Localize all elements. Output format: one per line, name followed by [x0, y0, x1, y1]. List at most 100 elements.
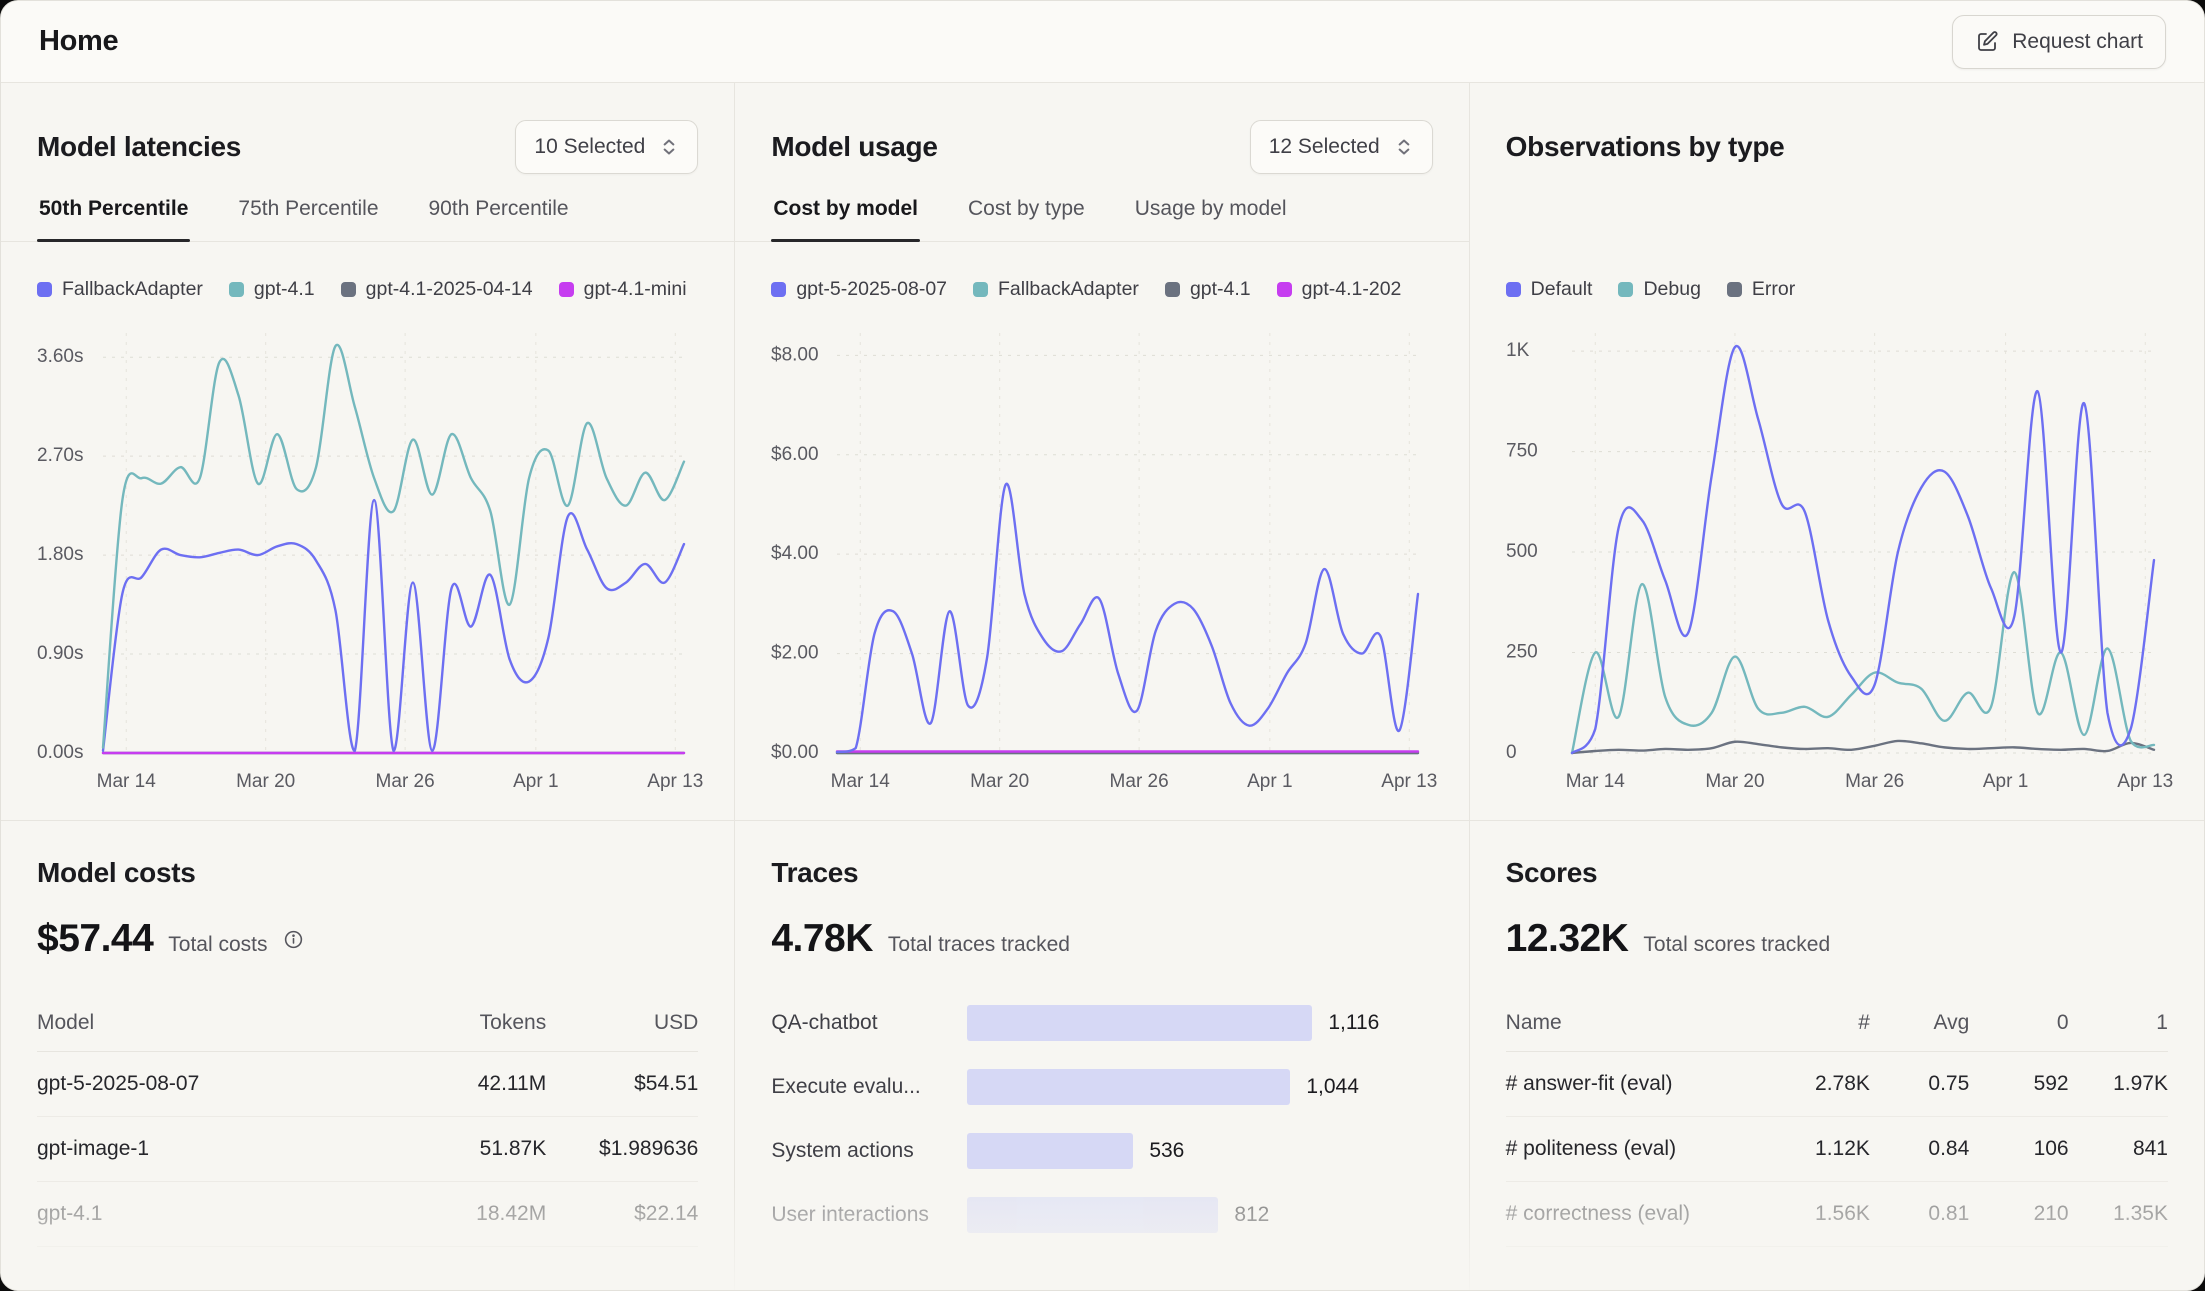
legend-item: gpt-4.1-mini [559, 278, 687, 301]
total-scores-value: 12.32K [1506, 917, 1629, 961]
table-row: gpt-4.1 18.42M $22.14 [37, 1182, 698, 1247]
request-chart-button[interactable]: Request chart [1952, 15, 2166, 69]
svg-text:Apr 1: Apr 1 [513, 771, 558, 792]
legend-label: FallbackAdapter [62, 278, 203, 301]
traces-title: Traces [771, 857, 1432, 889]
table-row: # answer-fit (eval) 2.78K 0.75 592 1.97K [1506, 1052, 2168, 1117]
traces-bar-list: QA-chatbot 1,116 Execute evalu... 1,044 … [771, 1005, 1432, 1233]
cell-tokens: 18.42M [401, 1182, 546, 1247]
total-costs-label: Total costs [168, 933, 267, 957]
legend-item: gpt-4.1-202 [1277, 278, 1402, 301]
svg-text:Mar 20: Mar 20 [1705, 771, 1764, 792]
cell-count: 1.56K [1771, 1182, 1870, 1247]
svg-text:Mar 26: Mar 26 [1845, 771, 1904, 792]
panel-model-usage: Model usage 12 Selected Cost by model Co… [735, 83, 1469, 820]
cell-avg: 0.81 [1870, 1182, 1969, 1247]
legend-item: Debug [1618, 278, 1700, 301]
total-traces-value: 4.78K [771, 917, 873, 961]
observations-legend: Default Debug Error [1506, 278, 2168, 301]
tab-cost-by-model[interactable]: Cost by model [771, 197, 920, 241]
cell-name: # politeness (eval) [1506, 1117, 1771, 1182]
table-row: # correctness (eval) 1.56K 0.81 210 1.35… [1506, 1182, 2168, 1247]
svg-text:Mar 26: Mar 26 [1110, 771, 1169, 792]
bar-value: 1,044 [1306, 1075, 1359, 1099]
col-tokens: Tokens [401, 997, 546, 1052]
legend-item: gpt-4.1 [1165, 278, 1251, 301]
svg-text:$8.00: $8.00 [771, 344, 819, 365]
legend-item: FallbackAdapter [37, 278, 203, 301]
svg-text:0.00s: 0.00s [37, 742, 83, 763]
page-title: Home [39, 25, 118, 58]
info-icon[interactable] [283, 929, 304, 950]
legend-swatch [341, 282, 356, 297]
legend-swatch [559, 282, 574, 297]
bar-value: 1,116 [1328, 1011, 1379, 1035]
svg-text:$0.00: $0.00 [771, 742, 819, 763]
legend-label: gpt-4.1 [254, 278, 315, 301]
svg-text:Mar 20: Mar 20 [970, 771, 1029, 792]
table-row: gpt-image-1 51.87K $1.989636 [37, 1117, 698, 1182]
bar [967, 1005, 1312, 1041]
cell-zero: 106 [1969, 1117, 2068, 1182]
observations-line-chart: Mar 14Mar 20Mar 26Apr 1Apr 1302505007501… [1506, 317, 2168, 795]
tab-cost-by-type[interactable]: Cost by type [966, 197, 1087, 241]
legend-label: FallbackAdapter [998, 278, 1139, 301]
cell-count: 2.78K [1771, 1052, 1870, 1117]
latencies-model-selector[interactable]: 10 Selected [515, 120, 698, 174]
cell-usd: $22.14 [546, 1182, 698, 1247]
bar [967, 1133, 1133, 1169]
cell-name: # correctness (eval) [1506, 1182, 1771, 1247]
usage-model-selector[interactable]: 12 Selected [1250, 120, 1433, 174]
tab-75th-percentile[interactable]: 75th Percentile [236, 197, 380, 241]
tabs-spacer [1506, 191, 2168, 242]
svg-text:Apr 13: Apr 13 [647, 771, 703, 792]
legend-label: gpt-4.1-mini [584, 278, 687, 301]
svg-text:1K: 1K [1506, 340, 1530, 361]
cell-one: 841 [2069, 1117, 2168, 1182]
cell-tokens: 51.87K [401, 1117, 546, 1182]
bar [967, 1197, 1218, 1233]
total-traces-label: Total traces tracked [888, 933, 1070, 957]
svg-text:0.90s: 0.90s [37, 643, 83, 664]
col-one: 1 [2069, 997, 2168, 1052]
cell-usd: $1.989636 [546, 1117, 698, 1182]
legend-item: Error [1727, 278, 1795, 301]
latencies-legend: FallbackAdapter gpt-4.1 gpt-4.1-2025-04-… [37, 278, 698, 301]
scores-header-row: Name # Avg 0 1 [1506, 997, 2168, 1052]
stats-row: Model costs $57.44 Total costs Model Tok… [1, 821, 2204, 1290]
cell-usd: $54.51 [546, 1052, 698, 1117]
legend-swatch [771, 282, 786, 297]
svg-text:Apr 1: Apr 1 [1983, 771, 2028, 792]
costs-table: Model Tokens USD gpt-5-2025-08-07 42.11M… [37, 997, 698, 1247]
col-name: Name [1506, 997, 1771, 1052]
top-bar: Home Request chart [1, 1, 2204, 83]
costs-header-row: Model Tokens USD [37, 997, 698, 1052]
tab-90th-percentile[interactable]: 90th Percentile [427, 197, 571, 241]
tab-50th-percentile[interactable]: 50th Percentile [37, 197, 190, 241]
chevron-updown-icon [1394, 137, 1414, 157]
tab-usage-by-model[interactable]: Usage by model [1133, 197, 1289, 241]
costs-title: Model costs [37, 857, 698, 889]
svg-text:Mar 14: Mar 14 [1565, 771, 1625, 792]
panel-model-costs: Model costs $57.44 Total costs Model Tok… [1, 821, 735, 1290]
legend-swatch [37, 282, 52, 297]
observations-title: Observations by type [1506, 131, 1785, 163]
svg-text:Apr 13: Apr 13 [1382, 771, 1438, 792]
usage-tabs: Cost by model Cost by type Usage by mode… [735, 191, 1468, 242]
svg-text:Mar 20: Mar 20 [236, 771, 295, 792]
latency-line-chart: Mar 14Mar 20Mar 26Apr 1Apr 130.00s0.90s1… [37, 317, 698, 795]
bar-label: User interactions [771, 1203, 967, 1227]
table-row: gpt-5-2025-08-07 42.11M $54.51 [37, 1052, 698, 1117]
svg-text:Mar 14: Mar 14 [831, 771, 891, 792]
svg-text:1.80s: 1.80s [37, 544, 83, 565]
svg-text:Mar 26: Mar 26 [376, 771, 435, 792]
legend-label: gpt-4.1 [1190, 278, 1251, 301]
cell-model: gpt-5-2025-08-07 [37, 1052, 401, 1117]
svg-text:500: 500 [1506, 541, 1538, 562]
stage: Home Request chart Model latencies 10 Se… [0, 0, 2205, 1291]
bar-value: 812 [1234, 1203, 1269, 1227]
legend-item: gpt-4.1 [229, 278, 315, 301]
legend-swatch [973, 282, 988, 297]
col-model: Model [37, 997, 401, 1052]
col-count: # [1771, 997, 1870, 1052]
